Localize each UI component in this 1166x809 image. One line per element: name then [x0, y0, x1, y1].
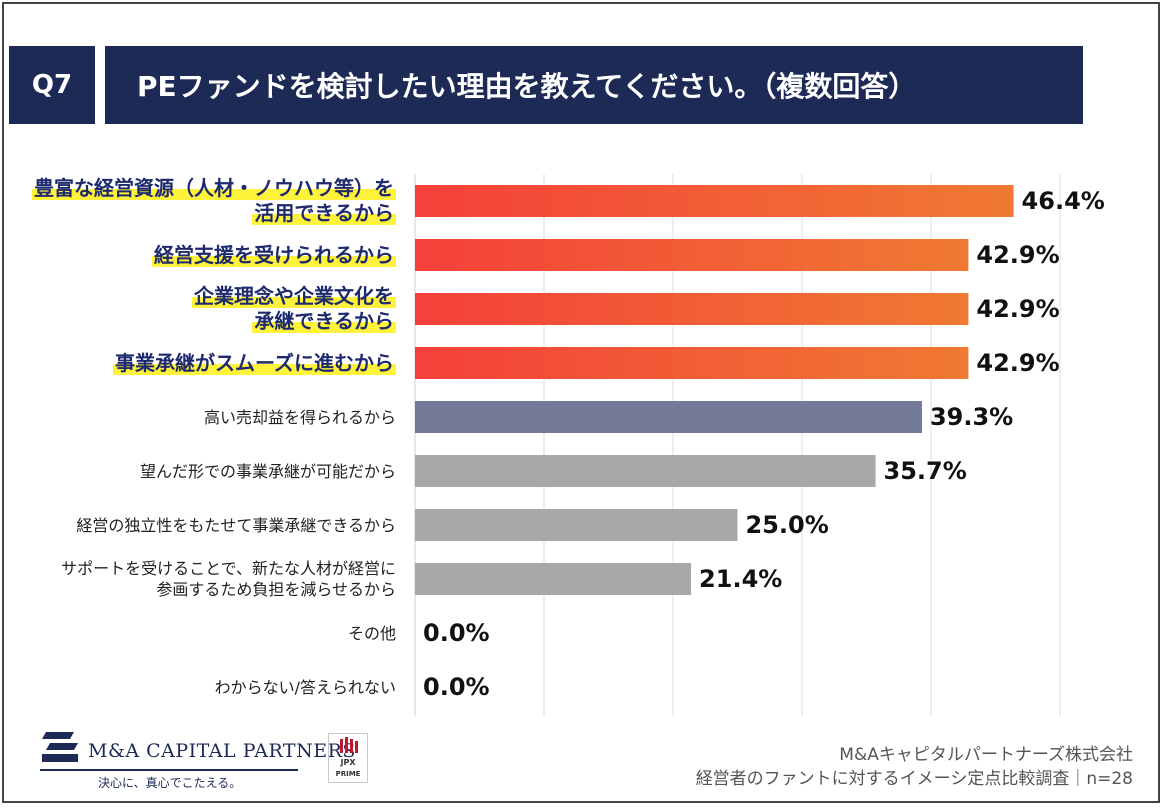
company-logo: M&A CAPITAL PARTNERS 決心に、真心でこたえる。 [40, 728, 355, 790]
footer-survey: 経営者のファントに対するイメーシ定点比較調査｜n=28 [695, 769, 1133, 789]
jpx-prime-badge: JPX PRIME [328, 733, 368, 783]
bar-5 [415, 401, 922, 433]
bar-4 [415, 347, 969, 379]
category-label-8: サポートを受けることで、新たな人材が経営に 参画するため負担を減らせるから [61, 559, 396, 599]
logo-mark-icon [42, 732, 78, 762]
category-label-9: その他 [347, 623, 396, 643]
category-label-1: 豊富な経営資源（人材・ノウハウ等）を 活用できるから [32, 176, 396, 225]
bar-8 [415, 563, 692, 595]
prime-label: PRIME [335, 770, 361, 778]
category-label-3: 企業理念や企業文化を 承継できるから [192, 284, 396, 333]
bar-7 [415, 509, 738, 541]
logo-tagline: 決心に、真心でこたえる。 [98, 776, 242, 790]
category-label-4: 事業承継がスムーズに進むから [113, 350, 396, 375]
jpx-label: JPX [340, 758, 356, 767]
value-label-5: 39.3% [929, 403, 1014, 431]
category-label-5: 高い売却益を得られるから [203, 407, 396, 427]
category-label-10: わからない/答えられない [214, 677, 396, 697]
footer-company: M&Aキャピタルパートナーズ株式会社 [839, 745, 1133, 765]
bar-6 [415, 455, 876, 487]
value-label-10: 0.0% [423, 673, 490, 701]
bar-3 [415, 293, 969, 325]
bar-2 [415, 239, 969, 271]
bar-1 [415, 185, 1014, 217]
value-label-2: 42.9% [976, 241, 1060, 269]
jpx-mark-icon [340, 737, 358, 753]
value-label-6: 35.7% [883, 457, 967, 485]
question-number-badge: Q7 [9, 46, 95, 124]
logo-name: M&A CAPITAL PARTNERS [88, 740, 356, 762]
value-label-1: 46.4% [1021, 187, 1105, 215]
question-title: PEファンドを検討したい理由を教えてください。（複数回答） [105, 46, 1083, 124]
category-label-7: 経営の独立性をもたせて事業承継できるから [76, 515, 396, 535]
value-label-9: 0.0% [423, 619, 490, 647]
value-label-3: 42.9% [976, 295, 1060, 323]
value-label-7: 25.0% [745, 511, 829, 539]
category-label-2: 経営支援を受けられるから [152, 242, 396, 267]
category-label-6: 望んだ形での事業承継が可能だから [139, 461, 396, 481]
logo-divider [40, 769, 298, 771]
value-label-8: 21.4% [699, 565, 783, 593]
value-label-4: 42.9% [976, 349, 1060, 377]
